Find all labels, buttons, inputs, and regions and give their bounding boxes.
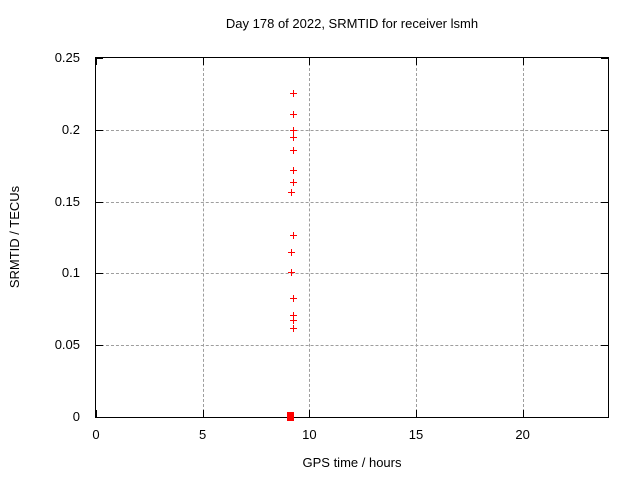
x-axis-label: GPS time / hours xyxy=(302,455,402,470)
data-point-marker xyxy=(288,249,296,257)
data-point-marker xyxy=(290,295,298,303)
gridline-y-0.2 xyxy=(96,129,608,131)
x-tick-label: 5 xyxy=(199,427,207,442)
y-tick-label: 0 xyxy=(72,409,80,424)
data-point-marker xyxy=(290,111,298,119)
gridline-y-0.1 xyxy=(96,273,608,275)
x-tick-top xyxy=(416,58,417,65)
y-tick-label: 0.2 xyxy=(61,121,80,137)
x-tick-top xyxy=(96,58,97,65)
y-tick-right xyxy=(601,129,608,131)
data-point-marker xyxy=(290,89,298,97)
x-tick-label: 15 xyxy=(408,427,424,442)
gridline-y-0.05 xyxy=(96,345,608,347)
data-point-marker xyxy=(290,312,298,320)
data-point-marker xyxy=(288,188,296,196)
gridline-y-0.15 xyxy=(96,201,608,203)
gridline-x-20 xyxy=(522,58,524,417)
y-tick-left xyxy=(96,417,103,418)
y-tick-left xyxy=(96,345,103,347)
x-tick-bottom xyxy=(416,410,417,417)
y-tick-label: 0.25 xyxy=(54,50,80,65)
data-point-marker xyxy=(290,178,298,186)
data-point-marker xyxy=(290,134,298,142)
data-point-marker xyxy=(290,167,298,175)
y-tick-left xyxy=(96,129,103,131)
x-tick-bottom xyxy=(202,410,204,417)
data-point-marker xyxy=(290,316,298,324)
x-tick-top xyxy=(202,58,204,65)
y-tick-label: 0.15 xyxy=(54,193,80,209)
x-tick-label: 0 xyxy=(92,427,100,442)
data-point-marker xyxy=(290,232,298,240)
data-point-marker xyxy=(290,325,298,333)
x-tick-label: 20 xyxy=(515,427,530,442)
data-point-marker xyxy=(288,269,296,277)
data-point-marker xyxy=(290,127,298,135)
y-tick-right xyxy=(601,417,608,418)
gridline-x-15 xyxy=(416,58,417,417)
y-tick-left xyxy=(96,201,103,203)
zero-cluster-marker xyxy=(287,412,295,421)
x-tick-top xyxy=(522,58,524,65)
data-point-marker xyxy=(290,147,298,155)
y-tick-label: 0.05 xyxy=(54,337,80,353)
plot-area xyxy=(95,57,609,421)
y-tick-left xyxy=(96,58,103,59)
gridline-x-5 xyxy=(202,58,204,417)
gridline-x-10 xyxy=(309,58,311,417)
y-tick-right xyxy=(601,273,608,275)
x-tick-top xyxy=(309,58,311,65)
x-tick-bottom xyxy=(522,410,524,417)
y-tick-right xyxy=(601,58,608,59)
y-tick-right xyxy=(601,345,608,347)
x-tick-bottom xyxy=(309,410,311,417)
x-tick-label: 10 xyxy=(302,427,317,442)
y-tick-left xyxy=(96,273,103,275)
x-tick-bottom xyxy=(96,410,97,417)
y-tick-label: 0.1 xyxy=(61,265,80,281)
chart-title: Day 178 of 2022, SRMTID for receiver lsm… xyxy=(225,16,479,31)
y-tick-right xyxy=(601,201,608,203)
